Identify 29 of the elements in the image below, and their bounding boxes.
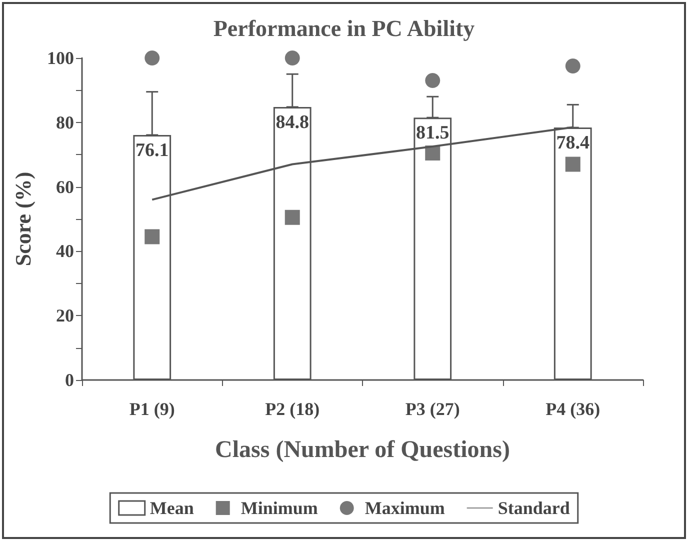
data-label: 84.8 — [276, 112, 309, 133]
point — [144, 50, 160, 66]
point — [565, 156, 580, 172]
x-tick-label: P3 (27) — [405, 399, 460, 419]
chart-title: Performance in PC Ability — [213, 16, 476, 41]
legend-label: Maximum — [364, 498, 445, 518]
x-tick-label: P1 (9) — [129, 399, 175, 419]
point — [425, 145, 440, 160]
x-tick-label: P2 (18) — [265, 399, 320, 419]
point — [284, 50, 300, 66]
data-label: 76.1 — [136, 140, 169, 161]
data-label: 78.4 — [556, 132, 590, 154]
y-tick-label: 80 — [56, 112, 74, 132]
data-label: 81.5 — [416, 122, 450, 144]
y-axis-title: Score (%) — [10, 172, 36, 266]
point — [425, 73, 440, 88]
point — [144, 229, 160, 244]
y-tick-label: 0 — [65, 370, 74, 390]
point — [565, 58, 580, 74]
y-tick-label: 100 — [47, 48, 74, 68]
legend-label: Standard — [498, 498, 570, 518]
point — [284, 210, 300, 225]
y-tick-label: 20 — [56, 306, 74, 326]
x-axis-title: Class (Number of Questions) — [215, 437, 510, 463]
legend-label: Mean — [150, 498, 194, 518]
y-tick-label: 40 — [56, 241, 74, 262]
x-tick-label: P4 (36) — [546, 399, 600, 419]
legend-label: Minimum — [240, 498, 318, 518]
y-tick-label: 60 — [56, 176, 74, 197]
